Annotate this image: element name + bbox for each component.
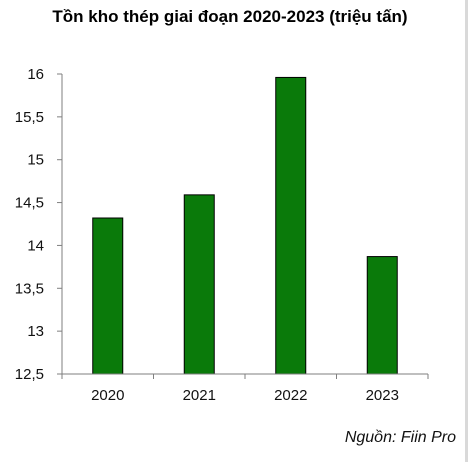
y-tick-label: 15,5: [15, 109, 44, 126]
y-tick-label: 14: [27, 237, 44, 254]
bar-2022: [275, 76, 307, 375]
x-tick-label: 2021: [183, 387, 216, 404]
x-tick-label: 2022: [274, 387, 307, 404]
source-note: Nguồn: Fiin Pro: [344, 429, 456, 446]
y-tick-label: 16: [27, 66, 44, 83]
y-tick-label: 13: [27, 323, 44, 340]
bar-2021: [183, 194, 215, 375]
y-tick-label: 15: [27, 152, 44, 169]
bar-2020: [92, 217, 124, 375]
y-tick-label: 13,5: [15, 280, 44, 297]
bars: [92, 76, 398, 375]
bar-2023: [366, 256, 398, 375]
y-tick-label: 12,5: [15, 366, 44, 383]
x-tick-label: 2023: [366, 387, 399, 404]
y-axis: 12,5 13 13,5 14 14,5 15 15,5 16: [15, 66, 63, 383]
y-tick-label: 14,5: [15, 195, 44, 212]
x-axis: 2020 2021 2022 2023: [61, 373, 429, 404]
chart-title: Tồn kho thép giai đoạn 2020-2023 (triệu …: [52, 7, 408, 26]
x-tick-label: 2020: [91, 387, 124, 404]
page-edge-divider: [465, 0, 468, 462]
